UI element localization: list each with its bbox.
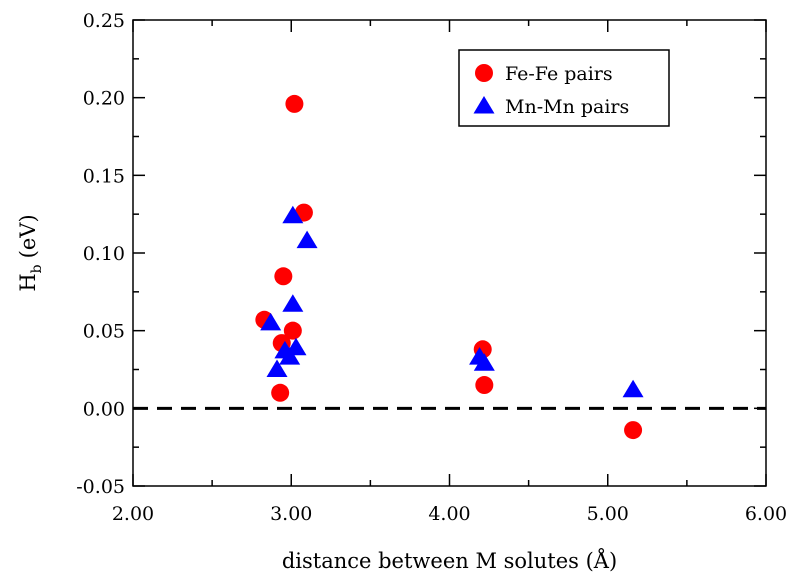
y-axis-title-subscript: b <box>29 264 45 273</box>
y-tick-label: 0.25 <box>83 10 125 32</box>
fe-fe-point <box>624 421 643 440</box>
legend-marker-fe-fe <box>475 64 493 82</box>
mn-mn-point <box>285 337 307 356</box>
y-tick-label: 0.00 <box>83 398 125 420</box>
fe-fe-point <box>283 321 302 340</box>
y-tick-label: -0.05 <box>76 476 125 498</box>
mn-mn-point <box>473 353 495 371</box>
mn-mn-point <box>296 230 318 249</box>
fe-fe-series <box>255 94 643 440</box>
fe-fe-point <box>274 267 293 286</box>
mn-mn-point <box>282 294 304 312</box>
fe-fe-point <box>285 94 304 113</box>
data-markers <box>255 94 644 440</box>
mn-mn-point <box>266 359 288 377</box>
x-axis-ticks: 2.00 3.00 4.00 5.00 6.00 <box>112 20 787 525</box>
fe-fe-point <box>271 383 290 402</box>
x-tick-label: 2.00 <box>112 503 154 525</box>
plot-frame <box>132 19 767 487</box>
x-axis-title: distance between M solutes (Å) <box>282 548 617 573</box>
mn-mn-point <box>622 379 644 398</box>
mn-mn-point <box>260 312 282 331</box>
y-axis-ticks: -0.05 0.00 0.05 0.10 0.15 0.20 0.25 <box>76 10 766 498</box>
mn-mn-series <box>260 205 644 398</box>
x-tick-label: 3.00 <box>270 503 312 525</box>
y-tick-label: 0.15 <box>83 165 125 187</box>
y-tick-label: 0.20 <box>83 88 125 110</box>
y-axis-title: Hb (eV) <box>16 214 45 291</box>
x-tick-label: 4.00 <box>428 503 470 525</box>
legend: Fe-Fe pairs Mn-Mn pairs <box>458 49 670 127</box>
legend-label-mn-mn: Mn-Mn pairs <box>505 96 629 118</box>
legend-label-fe-fe: Fe-Fe pairs <box>505 63 613 85</box>
plot-area <box>132 19 767 487</box>
fe-fe-point <box>475 376 494 395</box>
x-tick-label: 5.00 <box>587 503 629 525</box>
y-axis-title-unit: (eV) <box>16 214 40 258</box>
y-tick-label: 0.10 <box>83 243 125 265</box>
legend-marker-mn-mn <box>473 96 495 114</box>
mn-mn-point <box>282 205 304 224</box>
x-tick-label: 6.00 <box>745 503 787 525</box>
y-axis-title-main: H <box>16 273 40 291</box>
y-tick-label: 0.05 <box>83 321 125 343</box>
mn-mn-point <box>279 347 301 365</box>
